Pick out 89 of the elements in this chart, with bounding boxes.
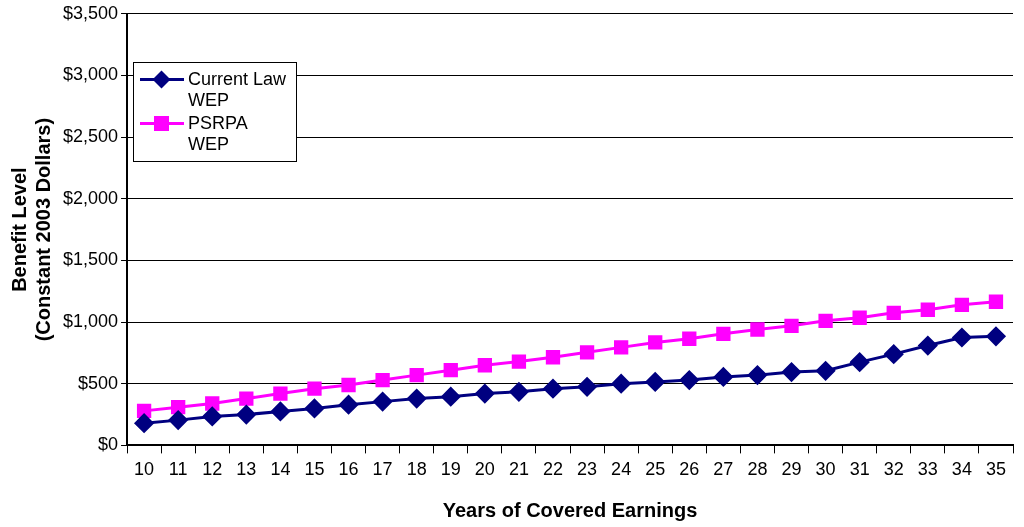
x-tick-label: 22 [542,459,564,480]
x-tick-label: 32 [883,459,904,480]
point [168,410,188,430]
x-tick-label: 27 [713,459,734,480]
y-axis-title: Benefit Level (Constant 2003 Dollars) [7,117,54,342]
point [645,372,665,392]
point [682,331,697,346]
point [986,326,1006,346]
x-tick-label: 26 [679,459,700,480]
point [171,400,186,415]
point [273,386,288,401]
point [202,406,222,426]
point [373,392,393,412]
x-tick-label: 21 [508,459,529,480]
y-tick-label: $1,500 [62,249,119,270]
point [954,297,970,312]
point [545,350,561,365]
y-tick-label: $500 [78,372,119,393]
x-tick-label: 10 [134,459,155,480]
x-tick-label: 19 [440,459,461,480]
point [784,318,799,333]
point [134,413,154,433]
x-tick-label: 20 [474,459,495,480]
y-tick-label: $2,000 [62,187,119,208]
point [341,377,356,393]
point [407,389,427,409]
point [679,370,699,390]
point [339,395,359,415]
point [443,363,458,378]
point [511,354,527,369]
point [884,344,904,364]
point [509,382,529,402]
point [307,381,322,396]
point [611,374,631,394]
point [543,379,563,399]
x-tick-label: 23 [577,459,598,480]
y-tick-label: $0 [98,434,119,455]
y-tick-label: $2,500 [62,126,119,147]
point [375,372,390,388]
point [816,361,836,381]
point [713,367,733,387]
x-tick-label: 15 [304,459,325,480]
point [747,365,767,385]
x-tick-label: 11 [168,459,188,480]
point [918,336,938,356]
x-tick-label: 24 [611,459,632,480]
point [818,313,833,329]
x-tick-label: 33 [917,459,938,480]
x-tick-label: 14 [270,459,291,480]
legend-label: Current Law WEP [188,68,288,111]
point [988,294,1004,309]
x-tick-label: 30 [815,459,836,480]
x-tick-label: 13 [236,459,257,480]
point [270,401,290,421]
x-axis-title: Years of Covered Earnings [442,498,698,521]
point [886,305,901,320]
point [304,398,324,418]
point [920,302,935,317]
point [782,362,802,382]
point [236,405,256,425]
x-tick-label: 17 [372,459,393,480]
point [613,340,629,355]
point [205,396,220,411]
x-tick-label: 25 [645,459,666,480]
x-tick-label: 31 [849,459,870,480]
point [579,345,595,360]
point [409,367,424,383]
point [441,387,461,407]
x-tick-label: 16 [338,459,359,480]
y-tick-label: $3,000 [62,64,119,85]
x-tick-label: 34 [951,459,972,480]
point [716,326,731,341]
point [577,377,597,397]
y-tick-label: $3,500 [62,2,119,23]
point [852,310,867,325]
x-tick-label: 28 [747,459,768,480]
x-tick-label: 12 [202,459,223,480]
point [475,384,495,404]
point [750,322,765,337]
point [952,328,972,347]
x-tick-label: 35 [985,459,1006,480]
point [477,358,492,373]
point [850,352,870,372]
legend-label: PSRPA WEP [188,112,249,155]
x-tick-label: 18 [406,459,427,480]
y-tick-label: $1,000 [62,311,119,332]
point [239,391,254,406]
point [648,335,663,350]
x-tick-label: 29 [781,459,802,480]
